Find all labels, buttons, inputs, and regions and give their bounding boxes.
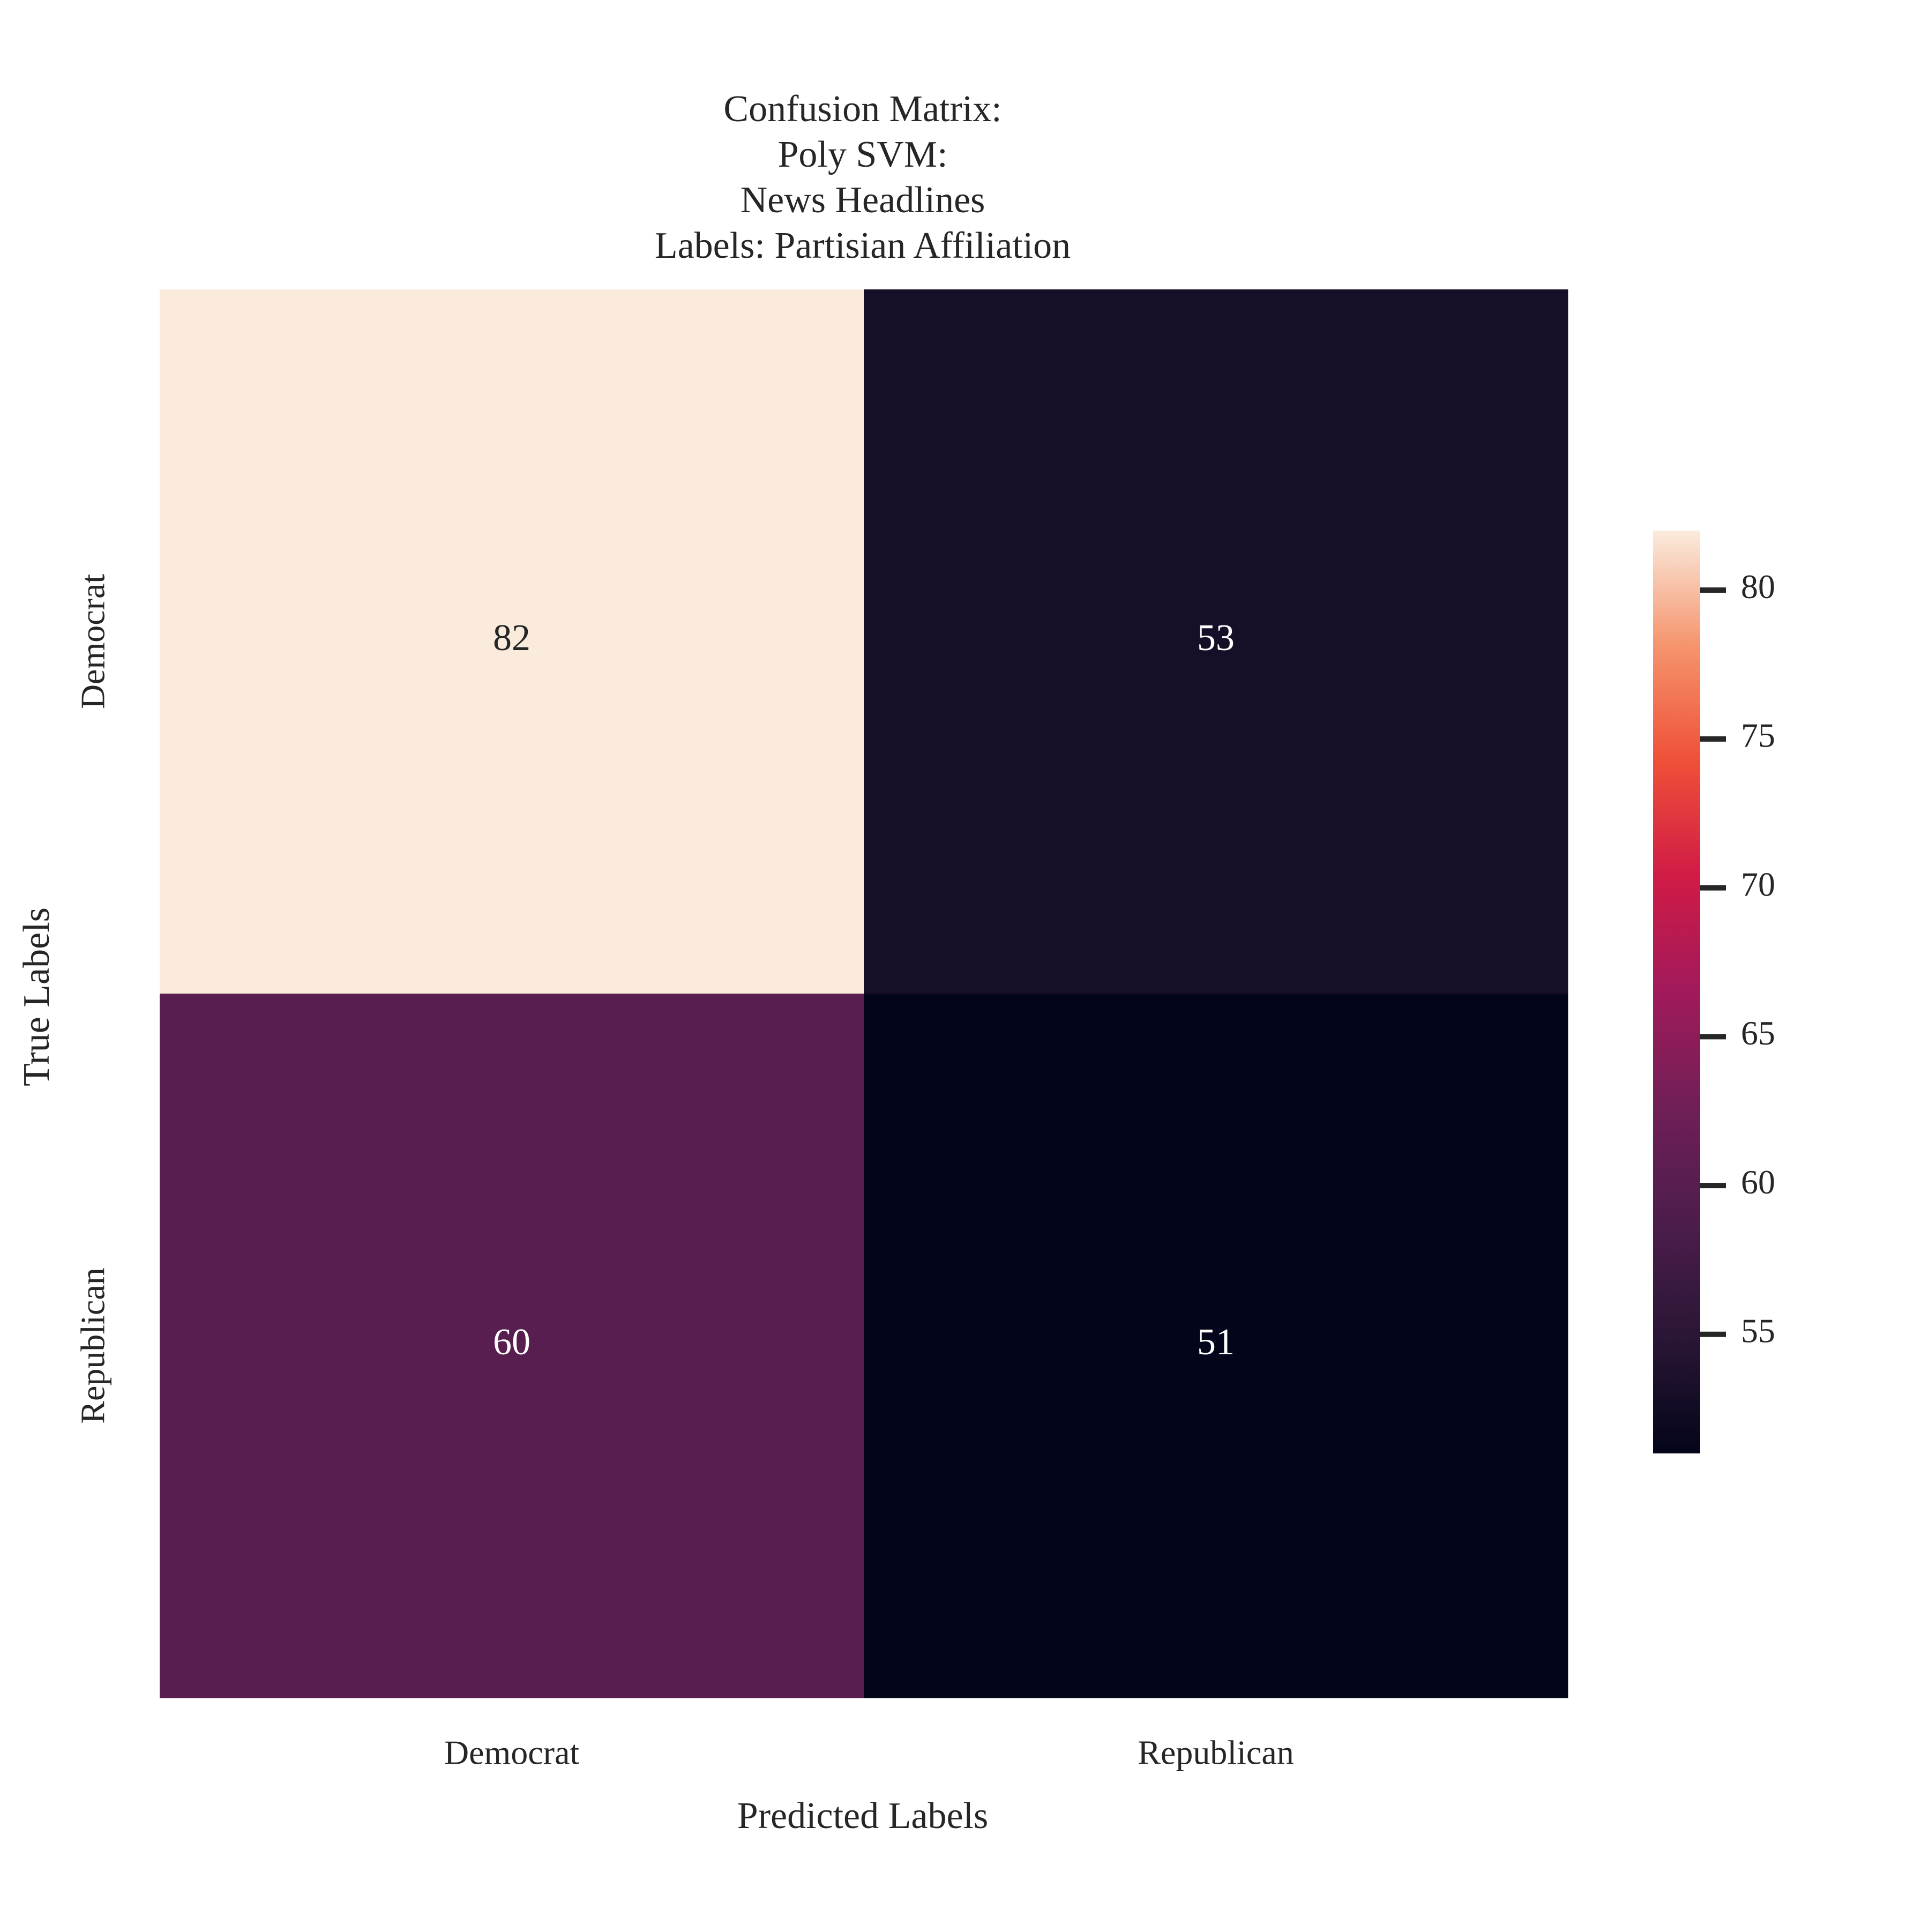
chart-title-line: Confusion Matrix: xyxy=(723,88,1001,130)
colorbar-tick-label: 55 xyxy=(1741,1311,1775,1349)
colorbar-ticks: 55 60 65 70 75 80 xyxy=(1700,568,1775,1349)
chart-title-line: Labels: Partisian Affiliation xyxy=(655,225,1071,266)
colorbar-tick-label: 70 xyxy=(1741,865,1775,903)
x-axis-label: Predicted Labels xyxy=(737,1795,988,1837)
heatmap-cell xyxy=(160,994,864,1698)
y-tick-labels: Democrat Republican xyxy=(74,574,112,1424)
colorbar-tick-label: 65 xyxy=(1741,1014,1775,1052)
heatmap-cell-value: 60 xyxy=(493,1322,530,1363)
x-tick-label: Republican xyxy=(1138,1734,1294,1772)
colorbar-gradient xyxy=(1653,531,1700,1453)
x-tick-label: Democrat xyxy=(444,1734,580,1772)
chart-title-line: Poly SVM: xyxy=(777,134,947,175)
heatmap-cell xyxy=(864,994,1568,1698)
colorbar-tick-label: 60 xyxy=(1741,1163,1775,1201)
x-tick-labels: Democrat Republican xyxy=(444,1734,1294,1772)
y-axis-label: True Labels xyxy=(16,907,57,1086)
heatmap-cell xyxy=(864,289,1568,994)
chart-title-line: News Headlines xyxy=(741,180,985,221)
y-tick-label: Democrat xyxy=(74,574,112,710)
colorbar-tick-label: 75 xyxy=(1741,717,1775,755)
heatmap-cells xyxy=(160,289,1568,1698)
colorbar: 55 60 65 70 75 80 xyxy=(1653,531,1775,1453)
heatmap-cell-value: 82 xyxy=(493,617,530,659)
heatmap-cell-value: 51 xyxy=(1197,1322,1235,1363)
heatmap-cell xyxy=(160,289,864,994)
chart-title: Confusion Matrix:Poly SVM: News Headlines… xyxy=(655,88,1071,266)
heatmap-cell-labels: 82 53 60 51 xyxy=(493,617,1235,1363)
heatmap-cell-value: 53 xyxy=(1197,617,1235,659)
colorbar-tick-label: 80 xyxy=(1741,568,1775,606)
y-tick-label: Republican xyxy=(74,1267,112,1423)
